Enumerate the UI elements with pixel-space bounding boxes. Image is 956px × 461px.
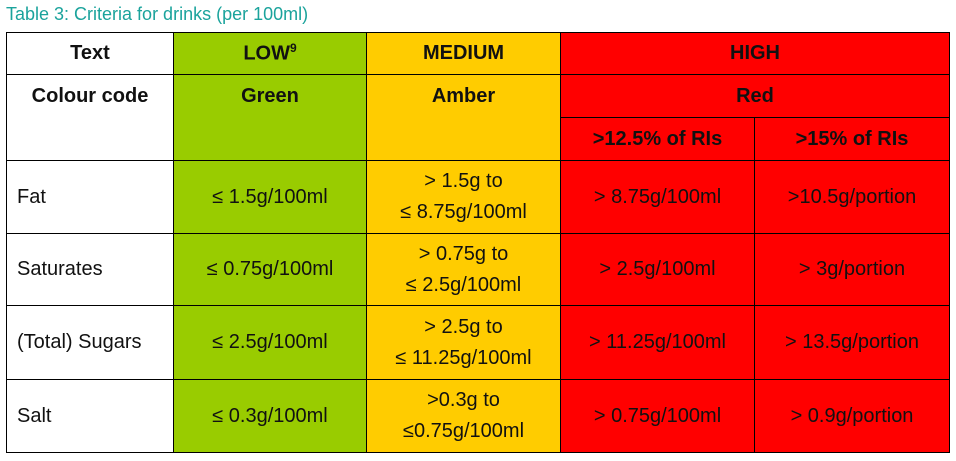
criteria-table: Text LOW9 MEDIUM HIGH Colour code Green … <box>6 32 950 453</box>
table-body: Text LOW9 MEDIUM HIGH Colour code Green … <box>6 32 950 453</box>
body-row: Fat ≤ 1.5g/100ml > 1.5g to ≤ 8.75g/100ml > 8… <box>6 160 950 234</box>
cell: Salt <box>6 379 174 453</box>
cell: ≤ 1.5g/100ml <box>173 160 367 234</box>
cell: Saturates <box>6 233 174 306</box>
cell-line: > 2.5g to <box>424 315 503 338</box>
cell: > 1.5g to ≤ 8.75g/100ml <box>366 160 561 234</box>
cell: > 13.5g/portion <box>754 305 950 380</box>
header-text: HIGH <box>730 42 780 64</box>
header-row: Text LOW9 MEDIUM HIGH <box>6 32 950 75</box>
cell: > 2.5g to ≤ 11.25g/100ml <box>366 305 561 380</box>
cell-line: ≤ 2.5g/100ml <box>405 273 522 296</box>
body-row: Salt ≤ 0.3g/100ml >0.3g to ≤0.75g/100ml > 0.… <box>6 379 950 453</box>
cell: ≤ 0.75g/100ml <box>173 233 367 306</box>
cell: > 3g/portion <box>754 233 950 306</box>
cell: > 11.25g/100ml <box>560 305 755 380</box>
header-text: Amber <box>431 85 496 107</box>
cell: >0.3g to ≤0.75g/100ml <box>366 379 561 453</box>
header-text: Text <box>70 42 110 64</box>
cell: >10.5g/portion <box>754 160 950 234</box>
cell-text: > 2.5g/100ml <box>599 258 716 280</box>
cell: ≤ 2.5g/100ml <box>173 305 367 380</box>
cell-line: >0.3g to <box>427 389 500 411</box>
cell-text: > 3g/portion <box>798 258 906 280</box>
cell-text: > 8.75g/100ml <box>593 185 722 208</box>
cell-text: Salt <box>17 404 52 427</box>
cell-line: ≤0.75g/100ml <box>402 420 525 442</box>
body-row: Saturates ≤ 0.75g/100ml > 0.75g to ≤ 2.5g/1… <box>6 233 950 306</box>
header-text: >15% of RIs <box>795 127 909 150</box>
body-row: (Total) Sugars ≤ 2.5g/100ml > 2.5g to ≤ 11.… <box>6 305 950 380</box>
header-row: Colour code Green Amber Red <box>6 74 950 161</box>
caption: Table 3: Criteria for drinks (per 100ml) <box>6 4 309 24</box>
cell: > 8.75g/100ml <box>560 160 755 234</box>
header-text: Red <box>736 84 774 107</box>
cell-text: ≤ 2.5g/100ml <box>212 331 328 353</box>
footnote-mark: 9 <box>289 41 297 56</box>
cell-text: >10.5g/portion <box>787 185 917 208</box>
cell-line: > 1.5g to <box>424 170 503 192</box>
header-text: Green <box>241 85 299 107</box>
cell-text: Fat <box>17 185 46 208</box>
header-text: >12.5% of RIs <box>592 127 723 150</box>
cell-line: > 0.75g to <box>418 242 509 265</box>
cell-text: > 0.9g/portion <box>790 404 914 427</box>
cell-text: > 13.5g/portion <box>785 331 919 353</box>
header-cell: >15% of RIs <box>754 117 950 161</box>
cell-text: (Total) Sugars <box>17 331 142 353</box>
header-text: Colour code <box>31 85 149 107</box>
header-row: >12.5% of RIs >15% of RIs <box>7 117 950 161</box>
cell: > 2.5g/100ml <box>560 233 755 306</box>
cell: Fat <box>6 160 174 234</box>
cell-text: ≤ 0.75g/100ml <box>206 258 334 280</box>
cell-text: > 0.75g/100ml <box>593 404 722 427</box>
cell: > 0.75g/100ml <box>560 379 755 453</box>
cell-text: Saturates <box>17 258 103 280</box>
cell-line: ≤ 11.25g/100ml <box>395 346 532 369</box>
cell-text: ≤ 1.5g/100ml <box>212 185 328 208</box>
header-cell: MEDIUM <box>366 32 561 75</box>
header-cell: Text <box>6 32 174 75</box>
cell: (Total) Sugars <box>6 305 174 380</box>
header-text: MEDIUM <box>422 42 505 64</box>
cell-line: ≤ 8.75g/100ml <box>400 201 527 223</box>
header-cell: Red <box>560 74 950 118</box>
header-cell: >12.5% of RIs <box>560 117 755 161</box>
header-text: LOW <box>243 42 290 65</box>
cell: > 0.9g/portion <box>754 379 950 453</box>
header-cell: HIGH <box>560 32 950 75</box>
header-cell: Green <box>173 74 367 161</box>
header-cell: Amber <box>366 74 561 161</box>
header-cell: Colour code <box>6 74 174 161</box>
cell: ≤ 0.3g/100ml <box>173 379 367 453</box>
cell-text: ≤ 0.3g/100ml <box>212 404 328 427</box>
header-cell: LOW9 <box>173 32 367 75</box>
cell-text: > 11.25g/100ml <box>589 331 726 353</box>
cell: > 0.75g to ≤ 2.5g/100ml <box>366 233 561 306</box>
